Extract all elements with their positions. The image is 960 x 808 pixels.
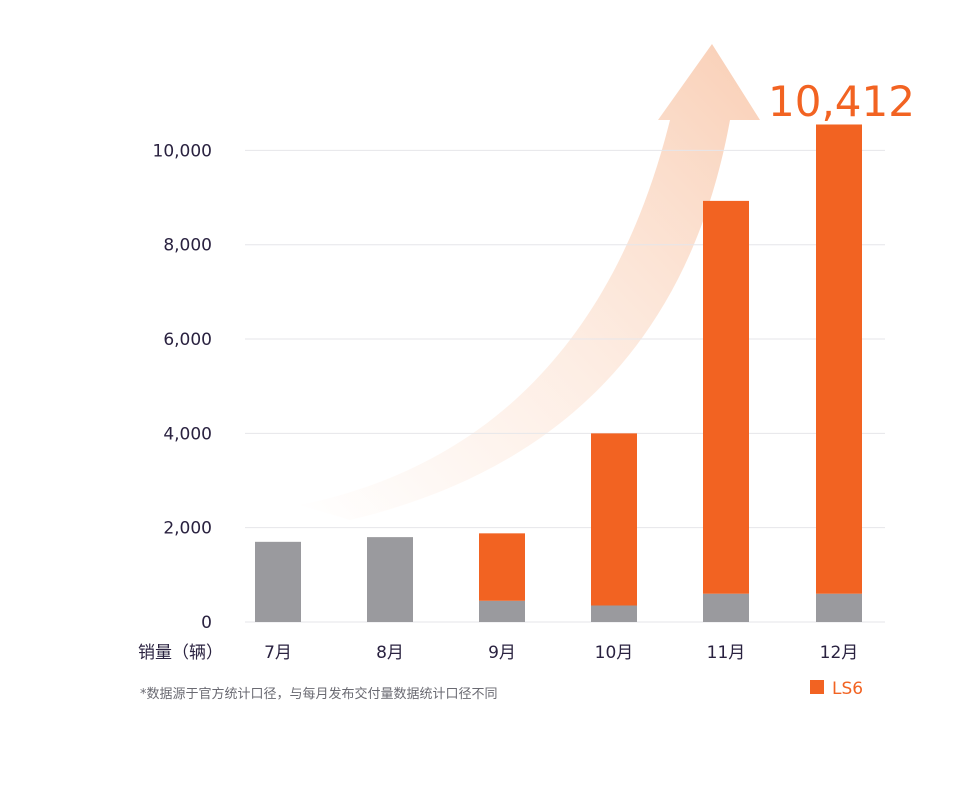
x-category-label: 10月	[595, 643, 634, 663]
bar-base-segment	[255, 541, 301, 622]
bar-base-segment	[703, 593, 749, 622]
bar-base-segment	[816, 593, 862, 622]
bar-ls6-segment	[816, 124, 862, 594]
x-category-label: 11月	[707, 643, 746, 663]
y-tick-label: 0	[201, 613, 212, 633]
y-axis-ticks: 0 2,000 4,000 6,000 8,000 10,000	[153, 141, 212, 633]
x-category-label: 8月	[376, 643, 404, 663]
data-source-footnote: *数据源于官方统计口径，与每月发布交付量数据统计口径不同	[140, 686, 498, 702]
bar-ls6-segment	[479, 533, 525, 601]
legend-swatch-ls6	[810, 680, 824, 694]
y-tick-label: 4,000	[163, 424, 212, 444]
legend-label-ls6: LS6	[832, 679, 863, 699]
x-category-label: 12月	[820, 643, 859, 663]
y-tick-label: 10,000	[153, 141, 212, 161]
y-tick-label: 6,000	[163, 330, 212, 350]
x-axis-name: 销量（辆）	[138, 643, 223, 663]
grid-lines	[245, 149, 885, 623]
y-tick-label: 2,000	[163, 519, 212, 539]
bar-base-segment	[591, 605, 637, 622]
x-category-label: 7月	[264, 643, 292, 663]
x-category-label: 9月	[488, 643, 516, 663]
bars-group	[255, 124, 862, 622]
bar-base-segment	[367, 537, 413, 622]
growth-arrow-graphic	[300, 44, 760, 520]
x-axis-categories: 7月 8月 9月 10月 11月 12月	[264, 643, 858, 663]
bar-base-segment	[479, 600, 525, 622]
peak-value-callout: 10,412	[768, 77, 915, 126]
y-tick-label: 8,000	[163, 236, 212, 256]
bar-ls6-segment	[703, 200, 749, 594]
bar-ls6-segment	[591, 433, 637, 606]
